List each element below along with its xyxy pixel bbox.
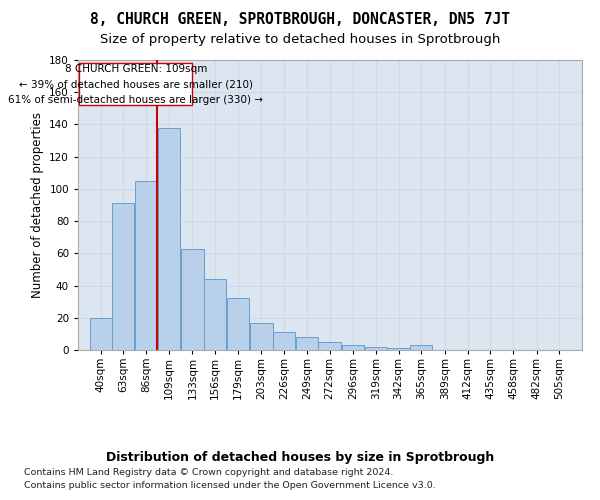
FancyBboxPatch shape xyxy=(79,63,193,105)
Text: Distribution of detached houses by size in Sprotbrough: Distribution of detached houses by size … xyxy=(106,451,494,464)
Bar xyxy=(296,337,318,350)
Text: Size of property relative to detached houses in Sprotbrough: Size of property relative to detached ho… xyxy=(100,32,500,46)
Bar xyxy=(250,322,272,350)
Text: 8, CHURCH GREEN, SPROTBROUGH, DONCASTER, DN5 7JT: 8, CHURCH GREEN, SPROTBROUGH, DONCASTER,… xyxy=(90,12,510,28)
Bar xyxy=(410,345,433,350)
Y-axis label: Number of detached properties: Number of detached properties xyxy=(31,112,44,298)
Bar xyxy=(158,128,180,350)
Bar xyxy=(319,342,341,350)
Bar xyxy=(135,181,157,350)
Text: Contains public sector information licensed under the Open Government Licence v3: Contains public sector information licen… xyxy=(24,480,436,490)
Bar xyxy=(388,348,410,350)
Bar xyxy=(204,279,226,350)
Bar xyxy=(342,345,364,350)
Bar xyxy=(112,204,134,350)
Text: Contains HM Land Registry data © Crown copyright and database right 2024.: Contains HM Land Registry data © Crown c… xyxy=(24,468,394,477)
Text: 8 CHURCH GREEN: 109sqm
← 39% of detached houses are smaller (210)
61% of semi-de: 8 CHURCH GREEN: 109sqm ← 39% of detached… xyxy=(8,64,263,105)
Bar xyxy=(181,248,203,350)
Bar xyxy=(273,332,295,350)
Bar xyxy=(365,347,387,350)
Bar xyxy=(227,298,249,350)
Bar xyxy=(89,318,112,350)
